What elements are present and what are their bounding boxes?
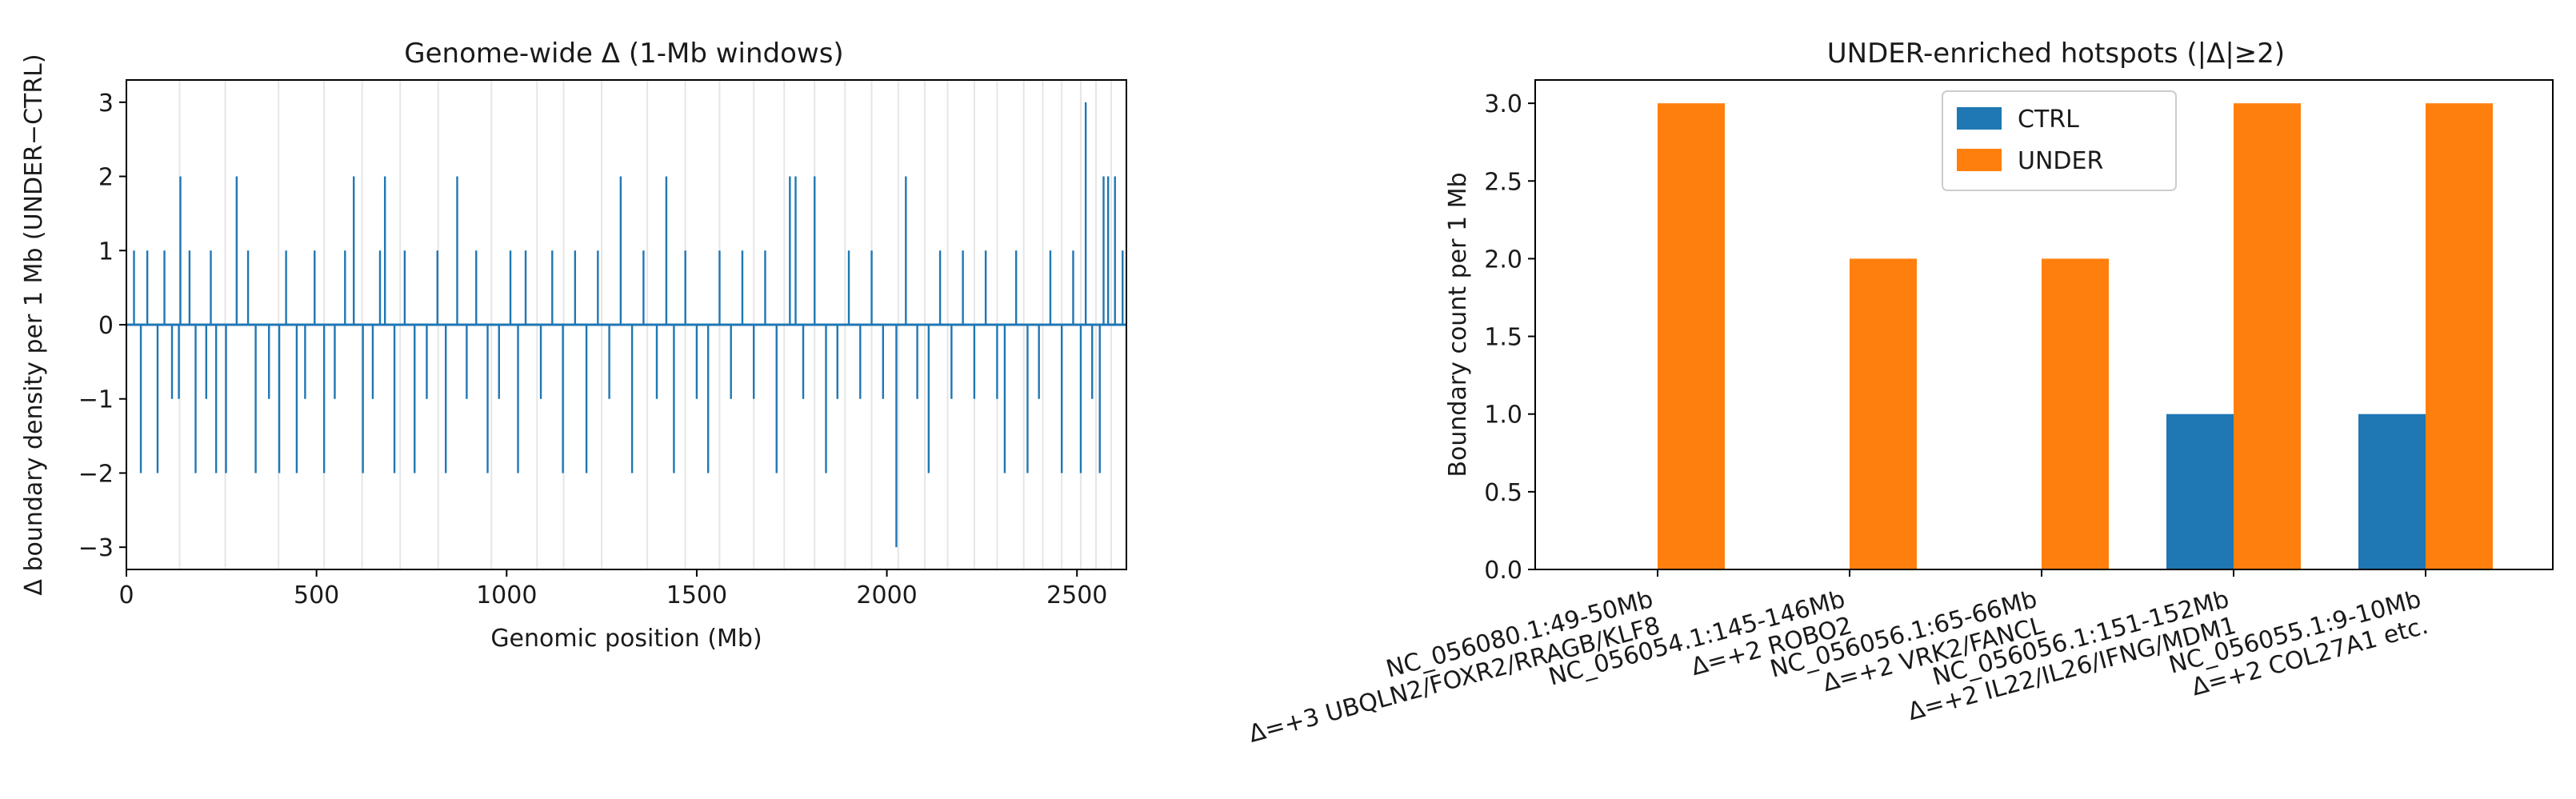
y-tick-label: 0.5	[1484, 479, 1522, 507]
y-tick-label: 2.5	[1484, 168, 1522, 196]
y-tick-label: 2.0	[1484, 246, 1522, 274]
y-tick-label: 2	[98, 164, 114, 192]
y-tick-label: −1	[78, 386, 114, 414]
left-x-axis-label: Genomic position (Mb)	[490, 625, 762, 653]
legend-swatch-ctrl	[1957, 107, 2002, 130]
right-chart-title: UNDER-enriched hotspots (|Δ|≥2)	[1827, 38, 2285, 70]
y-tick-label: 0.0	[1484, 557, 1522, 585]
y-tick-label: 1.0	[1484, 401, 1522, 429]
x-tick-label: 2000	[856, 581, 917, 609]
hotspot-bars	[1658, 103, 2493, 570]
legend-label-under: UNDER	[2018, 147, 2103, 175]
legend: CTRL UNDER	[1942, 90, 2177, 191]
bar-under	[2426, 103, 2493, 570]
x-tick-label: 0	[118, 581, 134, 609]
bar-ctrl	[2166, 413, 2234, 569]
bar-ctrl	[2358, 413, 2426, 569]
x-tick-label: 500	[294, 581, 339, 609]
y-tick-label: −2	[78, 460, 114, 488]
x-tick-label-line2: Δ=+3 UBQLN2/FOXR2/RRAGB/KLF8	[1246, 612, 1663, 749]
x-tick-label: 1500	[666, 581, 727, 609]
y-tick-label: 1	[98, 238, 114, 266]
x-tick-label: 1000	[476, 581, 537, 609]
hotspots-panel: UNDER-enriched hotspots (|Δ|≥2) 0.0 0.5 1.…	[1246, 38, 2554, 749]
x-tick-label: 2500	[1046, 581, 1107, 609]
y-tick-label: 3	[98, 90, 114, 118]
bar-under	[2042, 258, 2109, 569]
left-plot-frame	[126, 79, 1127, 570]
legend-swatch-under	[1957, 149, 2002, 171]
left-y-axis-label: Δ boundary density per 1 Mb (UNDER−CTRL)	[20, 54, 48, 595]
y-tick-label: 1.5	[1484, 324, 1522, 352]
y-tick-label: 0	[98, 312, 114, 340]
bar-under	[2234, 103, 2301, 570]
right-plot-frame	[1534, 79, 2554, 570]
delta-series	[126, 102, 1126, 548]
y-tick-label: 3.0	[1484, 90, 1522, 118]
bar-under	[1850, 258, 1917, 569]
y-tick-label: −3	[78, 534, 114, 562]
left-axis-ticks: 0 500 1000 1500 2000 2500 −3 −2 −1 0 1 2 3	[78, 90, 1108, 609]
right-y-axis-label: Boundary count per 1 Mb	[1444, 172, 1472, 477]
left-chart-title: Genome-wide Δ (1-Mb windows)	[404, 38, 843, 70]
legend-label-ctrl: CTRL	[2018, 106, 2079, 134]
bar-under	[1658, 103, 1725, 570]
genome-wide-delta-panel: Genome-wide Δ (1-Mb windows) 0 500 1000 150…	[20, 38, 1127, 653]
